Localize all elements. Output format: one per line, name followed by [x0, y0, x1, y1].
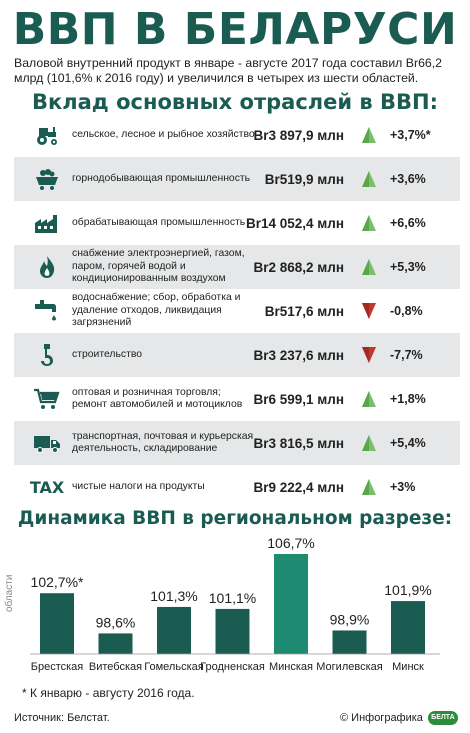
sector-change: -0,8% — [390, 304, 423, 318]
tractor-icon — [32, 123, 62, 147]
sector-row: оптовая и розничная торговля; ремонт авт… — [14, 377, 460, 421]
tax-icon-text: TAX — [29, 477, 65, 497]
sector-value: Br517,6 млн — [264, 303, 344, 319]
sector-label: чистые налоги на продукты — [72, 480, 205, 492]
chart-y-axis-label: области — [4, 574, 15, 612]
chart-bar — [98, 633, 133, 654]
trend-up-icon — [362, 171, 376, 187]
sector-change: +3% — [390, 480, 416, 494]
sector-value: Br519,9 млн — [264, 171, 344, 187]
flame-icon — [32, 255, 62, 279]
sectors-list: сельское, лесное и рыбное хозяйство Br3 8… — [14, 113, 460, 509]
sector-row: строительство Br3 237,6 млн -7,7% — [14, 333, 460, 377]
trend-up-icon — [362, 435, 376, 451]
trend-up-icon — [362, 479, 376, 495]
sector-label: обрабатывающая промышленность — [72, 216, 246, 228]
sector-row: сельское, лесное и рыбное хозяйство Br3 8… — [14, 113, 460, 157]
sector-label: сельское, лесное и рыбное хозяйство — [72, 128, 255, 140]
crane-hook-icon — [32, 343, 62, 367]
chart-bar — [332, 630, 367, 654]
sector-label: водоснабжение; сбор, обработка и удалени… — [72, 292, 241, 329]
sector-value: Br14 052,4 млн — [245, 215, 344, 231]
bar-category-label: Гомельская — [144, 661, 203, 673]
bar-value-label: 98,6% — [96, 614, 136, 630]
trend-down-icon — [362, 347, 376, 363]
bar-value-label: 101,3% — [150, 588, 197, 604]
sector-row: снабжение электроэнергией, газом, паром,… — [14, 245, 460, 289]
sector-value: Br3 897,9 млн — [253, 127, 344, 143]
bar-value-label: 106,7% — [267, 535, 314, 551]
credit-text: © Инфографика — [340, 712, 423, 724]
belta-logo: БЕЛТА — [427, 711, 458, 725]
sector-label: транспортная, почтовая и курьерская деят… — [72, 430, 254, 455]
factory-icon — [32, 211, 62, 235]
trend-down-icon — [362, 303, 376, 319]
trend-up-icon — [362, 259, 376, 275]
sector-label: оптовая и розничная торговля; ремонт авт… — [72, 386, 243, 411]
sectors-section-title: Вклад основных отраслей в ВВП: — [31, 90, 439, 114]
bar-value-label: 101,9% — [384, 582, 431, 598]
truck-icon — [32, 431, 62, 455]
shopping-cart-icon — [32, 387, 62, 411]
sector-value: Br3 237,6 млн — [253, 347, 344, 363]
bar-category-label: Гродненская — [200, 661, 265, 673]
chart-bar — [274, 554, 308, 654]
sector-change: +1,8% — [390, 392, 426, 406]
bar-category-label: Минск — [392, 661, 424, 673]
chart-bar — [215, 608, 250, 654]
footnote: * К январю - августу 2016 года. — [22, 686, 195, 700]
bar-value-label: 98,9% — [330, 611, 370, 627]
sector-change: +5,3% — [390, 260, 426, 274]
chart-bar — [157, 606, 191, 654]
bar-value-label: 101,1% — [209, 590, 256, 606]
sector-change: +6,6% — [390, 216, 426, 230]
sector-change: +3,7%* — [390, 128, 431, 142]
source-text: Источник: Белстат. — [14, 712, 110, 724]
regional-gdp-chart: 102,7%* Брестская 98,6% Витебская 101,3% Гоме… — [30, 535, 440, 673]
chart-bar — [40, 593, 74, 654]
chart-bar — [391, 601, 425, 654]
sector-value: Br2 868,2 млн — [253, 259, 344, 275]
trend-up-icon — [362, 215, 376, 231]
sector-change: +3,6% — [390, 172, 426, 186]
sector-label: снабжение электроэнергией, газом, паром,… — [72, 248, 245, 285]
sector-row: горнодобывающая промышленность Br519,9 мл… — [14, 157, 460, 201]
bar-value-label: 102,7%* — [31, 574, 84, 590]
sector-label: горнодобывающая промышленность — [72, 172, 251, 184]
sector-value: Br6 599,1 млн — [253, 391, 344, 407]
tax-icon: TAX — [29, 475, 65, 499]
sector-row: обрабатывающая промышленность Br14 052,4 … — [14, 201, 460, 245]
page-title: ВВП В БЕЛАРУСИ — [12, 4, 458, 55]
regions-section-title: Динамика ВВП в региональном разрезе: — [17, 508, 453, 529]
bar-category-label: Могилевская — [316, 661, 382, 673]
sector-value: Br9 222,4 млн — [253, 479, 344, 495]
sector-change: -7,7% — [390, 348, 423, 362]
sector-row: водоснабжение; сбор, обработка и удалени… — [14, 289, 460, 333]
mining-cart-icon — [32, 167, 62, 191]
sector-row: TAX чистые налоги на продукты Br9 222,4 мл… — [14, 465, 460, 509]
bar-category-label: Брестская — [31, 661, 84, 673]
water-tap-icon — [32, 299, 62, 323]
trend-up-icon — [362, 391, 376, 407]
sector-row: транспортная, почтовая и курьерская деят… — [14, 421, 460, 465]
intro-text: Валовой внутренний продукт в январе - ав… — [14, 56, 443, 85]
bar-category-label: Минская — [269, 661, 313, 673]
trend-up-icon — [362, 127, 376, 143]
sector-value: Br3 816,5 млн — [253, 435, 344, 451]
bar-category-label: Витебская — [89, 661, 142, 673]
credit: © Инфографика БЕЛТА — [340, 711, 458, 725]
sector-change: +5,4% — [390, 436, 426, 450]
sector-label: строительство — [72, 348, 143, 360]
